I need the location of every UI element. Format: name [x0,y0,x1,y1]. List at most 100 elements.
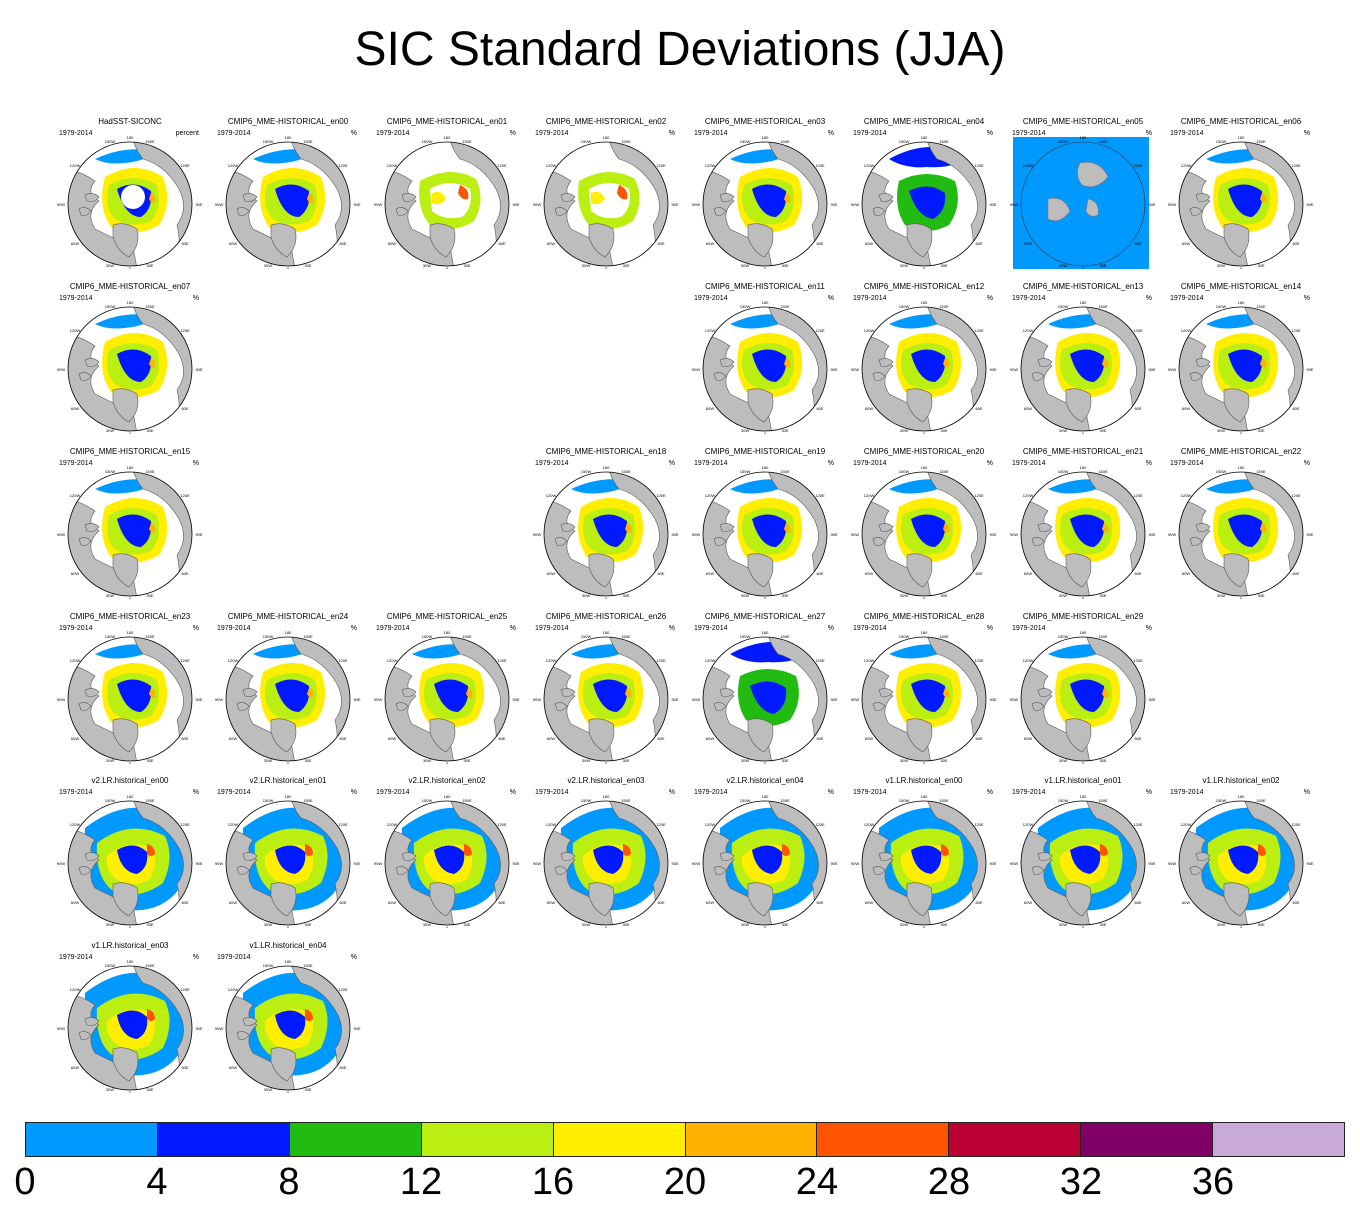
longitude-label: 30W [741,263,749,268]
longitude-label: 150W [1058,469,1069,474]
longitude-label: 30W [741,758,749,763]
map-boundary-circle [225,141,351,267]
longitude-label: 90W [851,861,859,866]
longitude-label: 30W [582,758,590,763]
longitude-label: 90E [989,532,996,537]
longitude-label: 30E [146,593,153,598]
longitude-label: 60W [71,900,79,905]
longitude-label: 60W [706,406,714,411]
landmass-greenland [429,882,456,917]
longitude-label: 150W [422,634,433,639]
landmass-island [78,702,92,711]
panel-period: 1979-2014 [1170,460,1204,467]
ice-sd-core-fill [434,845,465,874]
landmass-island [242,688,258,697]
polar-map: 180 150W 150E 120W 120E 90W 90E 60W 60E 30W 30E 0 [57,630,203,764]
landmass-greenland [112,1047,139,1082]
polar-map: 180 150W 150E 120W 120E 90W 90E 60W 60E 30W 30E 0 [692,794,838,928]
polar-map: 180 150W 150E 120W 120E 90W 90E 60W 60E 30W 30E 0 [1168,300,1314,434]
longitude-label: 30E [304,263,311,268]
longitude-label: 0 [1082,431,1085,434]
ice-sd-peak-fill [149,193,156,203]
landmass-island [84,523,100,532]
panel-period: 1979-2014 [1012,625,1046,632]
longitude-label: 150W [422,139,433,144]
longitude-label: 90W [374,861,382,866]
longitude-label: 120E [1291,163,1301,168]
map-boundary-circle [384,141,510,267]
polar-map: 180 150W 150E 120W 120E 90W 90E 60W 60E 30W 30E 0 [1168,794,1314,928]
longitude-label: 30W [741,428,749,433]
ice-sd-peak-fill [623,844,631,856]
polar-map: 180 150W 150E 120W 120E 90W 90E 60W 60E 30W 30E 0 [533,794,679,928]
longitude-label: 60W [1182,571,1190,576]
panel-period: 1979-2014 [59,130,93,137]
longitude-label: 150W [740,139,751,144]
longitude-label: 90W [533,532,541,537]
longitude-label: 90E [353,861,360,866]
longitude-label: 150W [105,634,116,639]
longitude-label: 60E [657,900,664,905]
longitude-label: 150W [1216,304,1227,309]
map-boundary-circle [67,141,193,267]
longitude-label: 180 [444,794,451,799]
landmass-greenland [906,388,933,423]
polar-map: 180 150W 150E 120W 120E 90W 90E 60W 60E 30W 30E 0 [533,630,679,764]
ice-sd-peak-fill [149,688,156,698]
longitude-label: 150W [1058,798,1069,803]
map-panel: CMIP6_MME-HISTORICAL_en00 180 150W 150E 120W… [213,117,363,269]
longitude-label: 0 [764,761,767,764]
longitude-label: 90E [195,861,202,866]
panel-title: CMIP6_MME-HISTORICAL_en18 [545,447,667,456]
landmass-island [554,537,568,546]
longitude-label: 30E [781,758,788,763]
longitude-label: 180 [921,135,928,140]
colorbar-swatch [157,1123,290,1156]
ice-sd-core-fill [1070,679,1105,712]
longitude-label: 180 [1238,135,1245,140]
map-panel: CMIP6_MME-HISTORICAL_en07 180 150W 150E 120W… [55,282,205,434]
panel-units: % [1145,625,1152,632]
longitude-label: 90W [533,861,541,866]
map-boundary-circle [225,965,351,1091]
longitude-label: 90W [692,861,700,866]
panel-title: CMIP6_MME-HISTORICAL_en26 [545,612,667,621]
longitude-label: 90E [1148,697,1155,702]
polar-map: 180 150W 150E 120W 120E 90W 90E 60W 60E 30W 30E 0 [374,794,520,928]
pole-hole [121,185,145,209]
longitude-label: 150E [780,798,790,803]
landmass-island [401,193,417,202]
ice-sd-ring-fill [591,191,605,205]
longitude-label: 90W [57,367,65,372]
longitude-label: 150E [1098,634,1108,639]
longitude-label: 0 [764,266,767,269]
polar-map: 180 150W 150E 120W 120E 90W 90E 60W 60E 30W 30E 0 [1168,135,1314,269]
ice-sd-core-fill [275,679,310,712]
panel-units: % [192,789,199,796]
map-panel: CMIP6_MME-HISTORICAL_en29 180 150W 150E 120W… [1008,612,1158,764]
panel-units: % [192,625,199,632]
longitude-label: 90W [692,532,700,537]
panel-period: 1979-2014 [1012,130,1046,137]
longitude-label: 90W [692,367,700,372]
longitude-label: 120W [1023,493,1034,498]
longitude-label: 60W [706,900,714,905]
panel-title: CMIP6_MME-HISTORICAL_en06 [1180,117,1302,126]
longitude-label: 90W [1168,202,1176,207]
longitude-label: 120E [338,987,348,992]
landmass-island [1189,207,1203,216]
longitude-label: 60W [865,406,873,411]
polar-map: 180 150W 150E 120W 120E 90W 90E 60W 60E 30W 30E 0 [533,135,679,269]
landmass-island [1195,358,1211,367]
colorbar-tick-label: 24 [795,1161,839,1203]
landmass-island [78,866,92,875]
ice-sd-core-fill [752,184,787,217]
longitude-label: 180 [921,300,928,305]
longitude-label: 120E [815,493,825,498]
longitude-label: 180 [1080,465,1087,470]
landmass-greenland [906,882,933,917]
map-panel: CMIP6_MME-HISTORICAL_en21 180 150W 150E 120W… [1008,447,1158,599]
longitude-label: 90W [1168,861,1176,866]
longitude-label: 120E [656,822,666,827]
longitude-label: 30E [622,593,629,598]
